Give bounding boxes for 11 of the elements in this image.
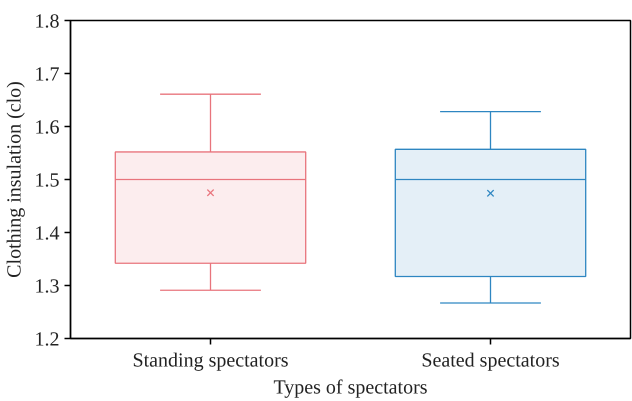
y-tick-label: 1.6	[34, 116, 60, 138]
y-tick-label: 1.7	[34, 64, 60, 86]
x-axis-title: Types of spectators	[273, 376, 428, 398]
x-tick-label: Standing spectators	[132, 350, 289, 372]
y-tick-label: 1.2	[34, 328, 60, 350]
x-tick-label: Seated spectators	[421, 350, 560, 372]
y-tick-label: 1.5	[34, 170, 60, 192]
y-tick-label: 1.4	[34, 222, 60, 244]
y-tick-label: 1.8	[34, 10, 60, 32]
y-tick-label: 1.3	[34, 276, 60, 298]
y-axis-title: Clothing insulation (clo)	[4, 81, 26, 278]
